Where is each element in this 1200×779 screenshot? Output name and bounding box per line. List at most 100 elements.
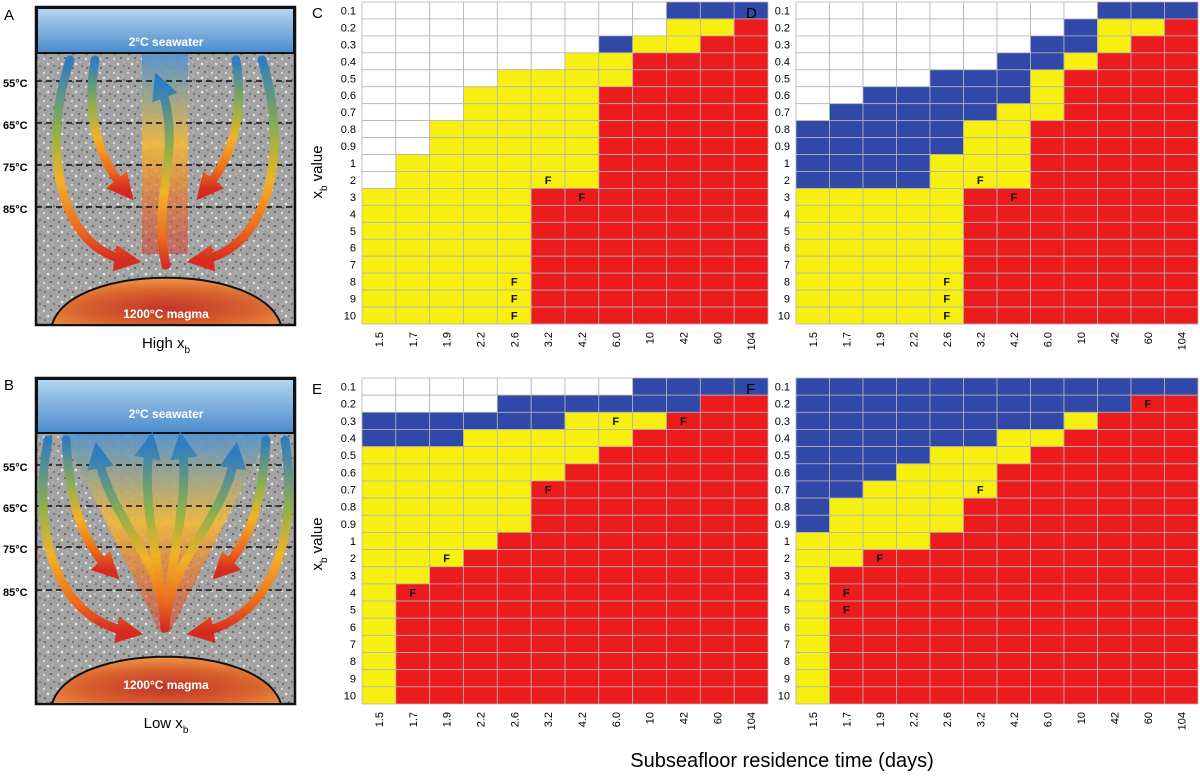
heatmap-cell (929, 137, 964, 155)
heatmap-cell (733, 69, 769, 88)
heatmap-cell (598, 549, 634, 568)
x-tick-label: 60 (712, 332, 724, 344)
heatmap-cell (1130, 69, 1165, 88)
heatmap-cell (530, 221, 566, 240)
heatmap-cell (862, 652, 897, 671)
heatmap-cell (1164, 69, 1199, 88)
heatmap-cell (795, 617, 830, 636)
isotherm-label: 65°C (3, 120, 28, 132)
heatmap-cell (963, 429, 998, 448)
fail-marker: F (843, 587, 850, 599)
heatmap-cell (395, 1, 431, 20)
heatmap-cell (598, 120, 634, 138)
heatmap-cell (963, 1, 998, 20)
heatmap-cell (862, 35, 897, 54)
heatmap-cell (1097, 86, 1132, 105)
heatmap-cell (1164, 171, 1199, 189)
heatmap-cell (733, 238, 769, 257)
heatmap-cell (699, 480, 735, 499)
heatmap-cell (1130, 617, 1165, 636)
heatmap-cell (963, 18, 998, 37)
x-tick-label: 3.2 (543, 332, 555, 347)
heatmap-cell (564, 463, 600, 482)
x-tick-label: 10 (1076, 332, 1088, 344)
heatmap-cell (496, 18, 532, 37)
heatmap-cell (496, 52, 532, 71)
heatmap-cell (1130, 377, 1165, 396)
heatmap-cell (361, 120, 397, 138)
seawater-label: 2°C seawater (129, 407, 204, 421)
heatmap-cell (496, 221, 532, 240)
heatmap-cell (1164, 35, 1199, 54)
heatmap-cell (666, 377, 701, 396)
panel-caption: Low xb (144, 715, 189, 736)
heatmap-cell (829, 669, 864, 688)
heatmap-cell (598, 154, 634, 172)
heatmap-cell (1164, 446, 1199, 465)
heatmap-cell (666, 617, 701, 636)
heatmap-cell (564, 617, 600, 636)
heatmap-cell (1164, 669, 1199, 688)
x-tick-label: 1.5 (808, 712, 820, 727)
heatmap-cell (395, 634, 431, 653)
heatmap-cell (896, 634, 931, 653)
heatmap-cell (699, 52, 735, 71)
heatmap-cell (963, 686, 998, 705)
heatmap-cell (530, 289, 566, 308)
heatmap-cell (1164, 514, 1199, 533)
x-tick-label: 42 (678, 712, 690, 724)
heatmap-cell (463, 634, 498, 653)
heatmap-cell (564, 35, 600, 54)
x-tick-label: 1.7 (841, 712, 853, 727)
heatmap-cell (395, 377, 431, 396)
heatmap-cell (666, 600, 701, 619)
heatmap-cell (395, 446, 431, 465)
heatmap-cell (699, 411, 735, 430)
heatmap-cell (598, 103, 634, 122)
heatmap-cell (1030, 35, 1065, 54)
heatmap-cell (1063, 221, 1098, 240)
heatmap-cell (795, 446, 830, 465)
heatmap-cell (896, 188, 931, 206)
heatmap-cell (632, 377, 667, 396)
heatmap-cell (1063, 583, 1098, 602)
heatmap-cell (564, 221, 600, 240)
heatmap-cell (395, 566, 431, 585)
fail-marker: F (680, 416, 687, 428)
fail-marker: F (511, 311, 518, 323)
heatmap-cell (463, 188, 498, 206)
heatmap-cell (361, 463, 397, 482)
heatmap-cell (429, 86, 464, 105)
heatmap-cell (530, 188, 566, 206)
heatmap-cell (1130, 497, 1165, 516)
heatmap-cell (829, 171, 864, 189)
y-tick-label: 0.6 (775, 467, 790, 479)
heatmap-cell (496, 497, 532, 516)
heatmap-cell (1097, 377, 1132, 396)
heatmap-cell (862, 120, 897, 138)
heatmap-cell (496, 532, 532, 550)
heatmap-cell (530, 35, 566, 54)
heatmap-cell (1097, 463, 1132, 482)
heatmap-cell (963, 669, 998, 688)
heatmap-cell (862, 272, 897, 291)
heatmap-cell (829, 154, 864, 172)
y-tick-label: 0.9 (775, 519, 790, 531)
y-tick-label: 2 (350, 553, 356, 565)
heatmap-cell (429, 137, 464, 155)
heatmap-cell (963, 204, 998, 223)
heatmap-cell (829, 272, 864, 291)
heatmap-cell (1030, 188, 1065, 206)
heatmap-cell (733, 188, 769, 206)
heatmap-cell (795, 52, 830, 71)
y-tick-label: 0.2 (341, 399, 356, 411)
heatmap-cell (429, 634, 464, 653)
heatmap-cell (1164, 86, 1199, 105)
heatmap-cell (1030, 634, 1065, 653)
heatmap-cell (666, 272, 701, 291)
heatmap-cell (896, 549, 931, 568)
heatmap-cell (1130, 532, 1165, 550)
heatmap-cell (699, 255, 735, 274)
heatmap-cell (496, 35, 532, 54)
